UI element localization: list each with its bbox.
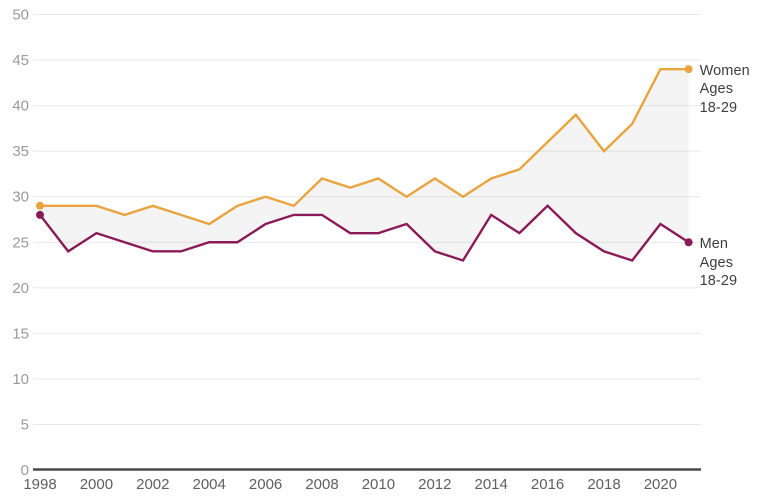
y-tick-label: 35	[12, 143, 29, 160]
x-tick-label: 2006	[249, 476, 282, 493]
x-tick-label: 2008	[305, 476, 338, 493]
x-tick-label: 2014	[475, 476, 508, 493]
men-endpoint-dot	[36, 210, 44, 219]
x-tick-label: 2002	[136, 476, 169, 493]
women-endpoint-dot	[684, 65, 693, 74]
men-endpoint-dot	[684, 238, 693, 247]
women-endpoint-dot	[36, 201, 44, 210]
x-tick-label: 2016	[531, 476, 564, 493]
y-tick-label: 30	[12, 189, 29, 206]
x-tick-label: 2010	[362, 476, 395, 493]
x-tick-label: 2000	[80, 476, 113, 493]
x-tick-label: 2012	[418, 476, 451, 493]
series-label-men: Men Ages 18-29	[699, 236, 738, 289]
men-series-line	[38, 204, 690, 262]
y-tick-label: 50	[12, 7, 29, 24]
x-tick-label: 2020	[644, 476, 677, 493]
y-tick-label: 5	[21, 416, 29, 433]
y-tick-label: 0	[21, 462, 29, 479]
series-label-women: Women Ages 18-29	[699, 63, 750, 116]
y-tick-label: 45	[12, 52, 29, 69]
between-area	[40, 69, 689, 261]
women-series-line	[38, 67, 690, 226]
y-tick-label: 10	[12, 371, 29, 388]
y-tick-label: 20	[12, 280, 29, 297]
x-tick-label: 2018	[587, 476, 620, 493]
x-tick-label: 2004	[193, 476, 226, 493]
y-tick-label: 15	[12, 325, 29, 342]
x-tick-label: 1998	[23, 476, 56, 493]
y-tick-label: 40	[12, 98, 29, 115]
y-tick-label: 25	[12, 234, 29, 251]
